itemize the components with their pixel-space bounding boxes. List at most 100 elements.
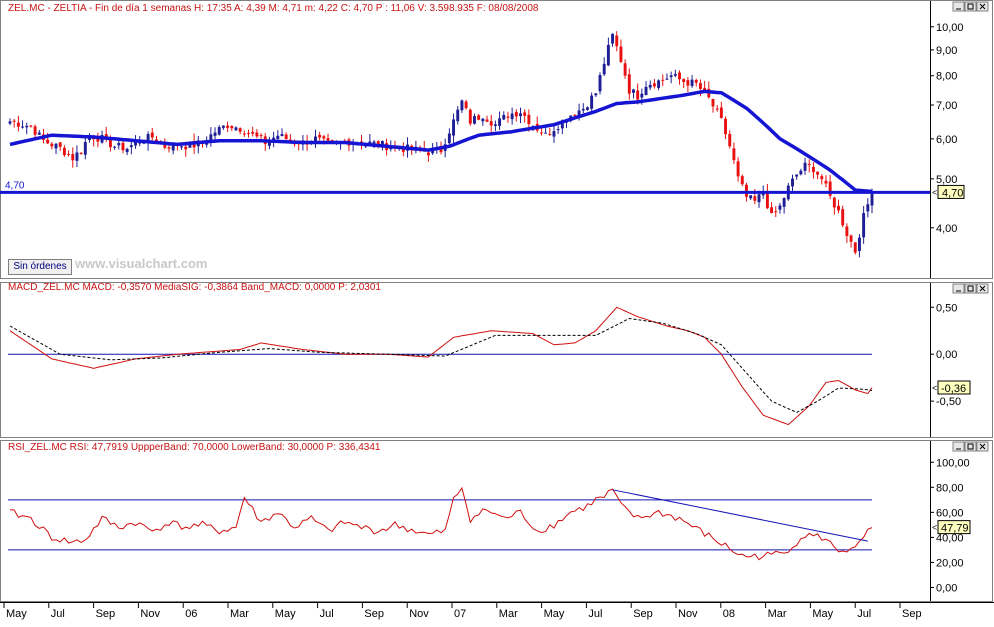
time-axis: May Jul Sep Nov 06 Mar May Jul Sep Nov 07 Mar May Jul… (3, 602, 922, 620)
maximize-icon (967, 3, 974, 10)
candle-body (184, 146, 188, 150)
time-axis-label: Mar (768, 608, 787, 620)
price-y-tick-label: 6,00 (936, 134, 957, 146)
minimize-button[interactable] (952, 441, 965, 452)
candle-body (29, 125, 33, 127)
candle-body (832, 197, 836, 208)
rsi-y-axis: 100,00 80,00 60,00 40,00 20,00 0,00 (930, 457, 970, 594)
maximize-button[interactable] (964, 1, 977, 12)
price-y-tick-label: 8,00 (936, 71, 957, 83)
candle-body (460, 100, 464, 111)
candle-body (96, 138, 100, 142)
maximize-button[interactable] (964, 441, 977, 452)
candle-body (698, 83, 702, 89)
candle-body (54, 143, 58, 149)
rsi-y-tick-label: 60,00 (936, 507, 964, 519)
price-window-controls (952, 1, 989, 12)
candle-body (577, 110, 581, 117)
close-icon (979, 443, 986, 450)
macd-y-tick-label: 0,50 (936, 302, 957, 314)
candle-body (276, 135, 280, 139)
candle-body (188, 142, 192, 148)
candle-body (108, 137, 112, 148)
price-y-axis: 4,00 5,00 6,00 7,00 8,00 9,00 10,00 (930, 22, 964, 235)
candle-body (652, 83, 656, 87)
candle-body (811, 166, 815, 173)
close-icon (979, 3, 986, 10)
candle-body (217, 127, 221, 135)
price-y-tick-label: 5,00 (936, 174, 957, 186)
candle-body (104, 134, 108, 138)
maximize-button[interactable] (964, 283, 977, 294)
candle-body (79, 152, 83, 154)
time-axis-label: Mar (499, 608, 518, 620)
candle-body (745, 184, 748, 197)
candle-body (134, 141, 137, 146)
candle-body (799, 170, 803, 175)
candle-body (774, 211, 778, 213)
candle-body (234, 127, 238, 131)
candle-body (665, 78, 669, 80)
minimize-button[interactable] (952, 1, 965, 12)
price-y-tick-label: 4,00 (936, 223, 957, 235)
candle-body (544, 132, 548, 134)
watermark: www.visualchart.com (75, 256, 208, 271)
candle-body (67, 154, 71, 156)
minimize-button[interactable] (952, 283, 965, 294)
rsi-current-value: < 47,79 (932, 520, 971, 535)
candle-body (150, 132, 154, 138)
rsi-line (9, 486, 873, 561)
candle-body (473, 116, 476, 124)
candle-body (259, 135, 263, 137)
candle-body (447, 133, 451, 144)
candle-body (401, 148, 405, 152)
candle-body (8, 121, 12, 124)
candle-body (50, 143, 54, 147)
candle-body (514, 111, 518, 117)
candle-body (782, 198, 786, 207)
candle-body (581, 108, 585, 111)
price-moving-average-line (9, 89, 873, 194)
candle-body (330, 140, 334, 142)
candle-body (686, 80, 690, 86)
candle-body (284, 134, 288, 140)
candle-body (736, 161, 740, 177)
macd-current-value: < -0,36 (932, 380, 971, 395)
candle-body (820, 176, 824, 180)
rsi-y-tick-label: 40,00 (936, 532, 964, 544)
candle-body (519, 113, 522, 117)
orders-button[interactable]: Sin órdenes (8, 259, 72, 275)
rsi-trend-line[interactable] (612, 489, 868, 542)
macd-panel-header: MACD_ZEL.MC MACD: -0,3570 MediaSIG: -0,3… (8, 282, 381, 293)
candle-body (46, 139, 50, 144)
candle-body (322, 136, 326, 139)
candle-body (598, 75, 602, 92)
time-axis-label: Jul (588, 608, 602, 620)
time-axis-label: May (544, 608, 565, 620)
candle-body (640, 93, 644, 98)
candle-body (857, 237, 861, 251)
macd-y-tick-label: -0,50 (936, 396, 961, 408)
candle-body (548, 133, 552, 135)
candle-body (113, 146, 117, 148)
candle-body (121, 142, 125, 151)
candle-body (163, 142, 167, 148)
candle-body (770, 207, 774, 213)
candle-body (510, 113, 514, 120)
candle-body (464, 101, 468, 109)
candle-body (12, 120, 16, 122)
candle-body (213, 132, 217, 136)
candle-body (209, 134, 213, 143)
candle-body (502, 114, 506, 120)
candle-body (606, 44, 610, 66)
candle-body (539, 132, 543, 134)
close-icon (979, 285, 986, 292)
candle-body (694, 79, 698, 83)
candle-body (21, 126, 25, 128)
macd-current-arrow: < (932, 383, 937, 393)
candle-body (314, 136, 317, 143)
price-y-tick-label: 7,00 (936, 100, 957, 112)
candle-body (791, 178, 794, 187)
candle-body (757, 194, 761, 203)
